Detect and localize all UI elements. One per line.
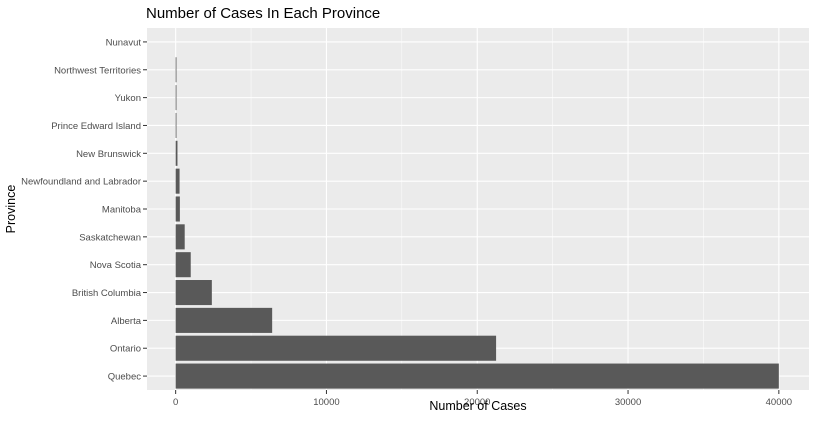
- y-tick-label: Nunavut: [106, 37, 142, 48]
- y-tick-label: Quebec: [108, 372, 142, 383]
- bar-ontario: [175, 335, 497, 361]
- x-axis-title: Number of Cases: [429, 399, 526, 413]
- y-tick-label: Ontario: [110, 344, 141, 355]
- y-tick-label: Alberta: [111, 316, 142, 327]
- bar-newfoundland-and-labrador: [175, 168, 180, 194]
- bar-northwest-territories: [175, 57, 177, 83]
- bars: [175, 57, 779, 389]
- y-tick-label: Prince Edward Island: [51, 121, 141, 132]
- y-tick-label: Newfoundland and Labrador: [21, 177, 141, 188]
- x-tick-label: 40000: [766, 397, 792, 408]
- y-tick-label: New Brunswick: [76, 149, 141, 160]
- y-axis: Quebec Ontario Alberta British Columbia Nova…: [21, 37, 147, 383]
- y-axis-title: Province: [4, 185, 18, 234]
- bar-new-brunswick: [175, 140, 178, 166]
- x-tick-label: 30000: [615, 397, 641, 408]
- y-tick-label: Northwest Territories: [54, 65, 141, 76]
- x-axis: 0 10000 20000 30000 40000: [173, 390, 792, 408]
- bar-british-columbia: [175, 280, 212, 306]
- y-tick-label: Manitoba: [102, 205, 142, 216]
- x-tick-label: 10000: [313, 397, 339, 408]
- bar-quebec: [175, 363, 779, 389]
- y-tick-label: Yukon: [115, 93, 141, 104]
- bar-saskatchewan: [175, 224, 185, 250]
- x-tick-label: 20000: [464, 397, 490, 408]
- bar-prince-edward-island: [175, 112, 177, 138]
- chart-title: Number of Cases In Each Province: [146, 5, 380, 22]
- bar-nova-scotia: [175, 252, 191, 278]
- y-tick-label: British Columbia: [72, 288, 142, 299]
- bar-manitoba: [175, 196, 180, 222]
- y-tick-label: Nova Scotia: [90, 260, 142, 271]
- y-tick-label: Saskatchewan: [79, 232, 141, 243]
- x-tick-label: 0: [173, 397, 178, 408]
- bar-alberta: [175, 307, 273, 333]
- bar-yukon: [175, 85, 177, 111]
